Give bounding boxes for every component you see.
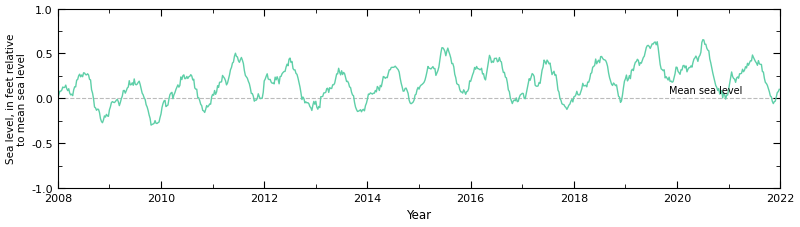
Y-axis label: Sea level, in feet relative
to mean sea level: Sea level, in feet relative to mean sea … <box>6 34 27 164</box>
X-axis label: Year: Year <box>406 209 431 222</box>
Text: Mean sea level: Mean sea level <box>670 85 742 95</box>
